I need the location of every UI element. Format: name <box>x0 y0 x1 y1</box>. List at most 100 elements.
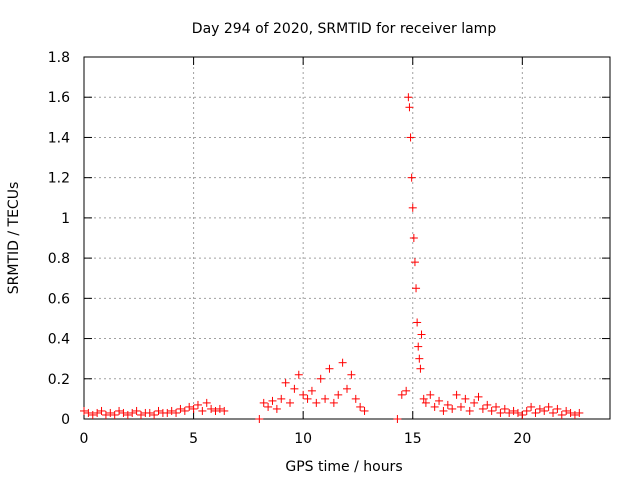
y-tick-label: 0.8 <box>48 251 70 267</box>
data-point <box>207 404 216 413</box>
data-point <box>123 410 132 419</box>
data-point <box>416 364 425 373</box>
data-point <box>470 398 479 407</box>
data-point <box>193 400 202 409</box>
data-point <box>461 394 470 403</box>
data-point <box>281 378 290 387</box>
data-point <box>421 398 430 407</box>
data-point <box>259 398 268 407</box>
data-point <box>557 410 566 419</box>
data-point <box>84 408 93 417</box>
data-point <box>110 410 119 419</box>
data-point <box>215 404 224 413</box>
data-point <box>414 342 423 351</box>
x-tick-label: 0 <box>80 431 89 447</box>
data-point <box>150 410 159 419</box>
data-point <box>562 406 571 415</box>
data-point <box>294 370 303 379</box>
data-point <box>351 394 360 403</box>
data-point <box>119 408 128 417</box>
data-point <box>544 402 553 411</box>
data-point <box>312 398 321 407</box>
data-point <box>513 408 522 417</box>
data-point <box>93 408 102 417</box>
data-point <box>136 410 145 419</box>
data-point <box>566 408 575 417</box>
data-point <box>405 103 414 112</box>
data-point <box>417 330 426 339</box>
data-point <box>465 406 474 415</box>
data-point <box>172 408 181 417</box>
y-tick-label: 0.4 <box>48 332 70 348</box>
data-point <box>220 406 229 415</box>
chart-title: Day 294 of 2020, SRMTID for receiver lam… <box>192 21 497 37</box>
data-point <box>334 390 343 399</box>
data-point <box>413 318 422 327</box>
data-point <box>448 404 457 413</box>
data-point <box>496 408 505 417</box>
data-point <box>286 398 295 407</box>
data-point <box>575 408 584 417</box>
data-point <box>549 408 558 417</box>
data-point <box>360 406 369 415</box>
y-tick-label: 1 <box>61 211 70 227</box>
data-point <box>101 410 110 419</box>
y-tick-label: 0.6 <box>48 291 70 307</box>
data-point <box>356 402 365 411</box>
data-point <box>570 410 579 419</box>
data-point <box>268 396 277 405</box>
data-point <box>154 406 163 415</box>
data-point <box>255 415 264 423</box>
data-point <box>163 408 172 417</box>
ticks: 0 0.2 0.4 0.6 0.8 1 1.2 1.4 1.6 1.8 0 5 10 15 20 <box>48 50 610 447</box>
data-point <box>527 402 536 411</box>
data-point <box>518 410 527 419</box>
data-point <box>329 398 338 407</box>
data-point <box>483 400 492 409</box>
data-point <box>415 354 424 363</box>
data-point <box>198 406 207 415</box>
data-point <box>397 390 406 399</box>
data-point <box>553 404 562 413</box>
data-point <box>535 404 544 413</box>
data-point <box>474 392 483 401</box>
data-point <box>290 384 299 393</box>
data-point <box>189 404 198 413</box>
data-points <box>80 93 584 423</box>
data-point <box>404 93 413 102</box>
plot-frame <box>83 56 611 420</box>
data-point <box>435 396 444 405</box>
data-point <box>176 404 185 413</box>
data-point <box>406 133 415 142</box>
data-point <box>531 408 540 417</box>
data-point <box>97 406 106 415</box>
data-point <box>419 394 428 403</box>
y-axis-label: SRMTID / TECUs <box>6 182 22 295</box>
data-point <box>115 406 124 415</box>
data-point <box>303 394 312 403</box>
data-point <box>430 402 439 411</box>
data-point <box>408 203 417 212</box>
data-point <box>402 386 411 395</box>
data-point <box>307 386 316 395</box>
data-point <box>509 406 518 415</box>
data-point <box>426 390 435 399</box>
data-point <box>299 390 308 399</box>
x-axis-label: GPS time / hours <box>285 459 402 475</box>
data-point <box>132 406 141 415</box>
data-point <box>145 408 154 417</box>
data-point <box>338 358 347 367</box>
y-tick-label: 1.6 <box>48 90 70 106</box>
y-tick-label: 0.2 <box>48 372 70 388</box>
x-tick-label: 20 <box>513 431 531 447</box>
x-tick-label: 5 <box>189 431 198 447</box>
data-point <box>522 406 531 415</box>
x-tick-label: 10 <box>294 431 312 447</box>
data-point <box>439 406 448 415</box>
y-tick-label: 0 <box>61 412 70 428</box>
y-tick-label: 1.8 <box>48 50 70 66</box>
data-point <box>321 394 330 403</box>
data-point <box>478 404 487 413</box>
